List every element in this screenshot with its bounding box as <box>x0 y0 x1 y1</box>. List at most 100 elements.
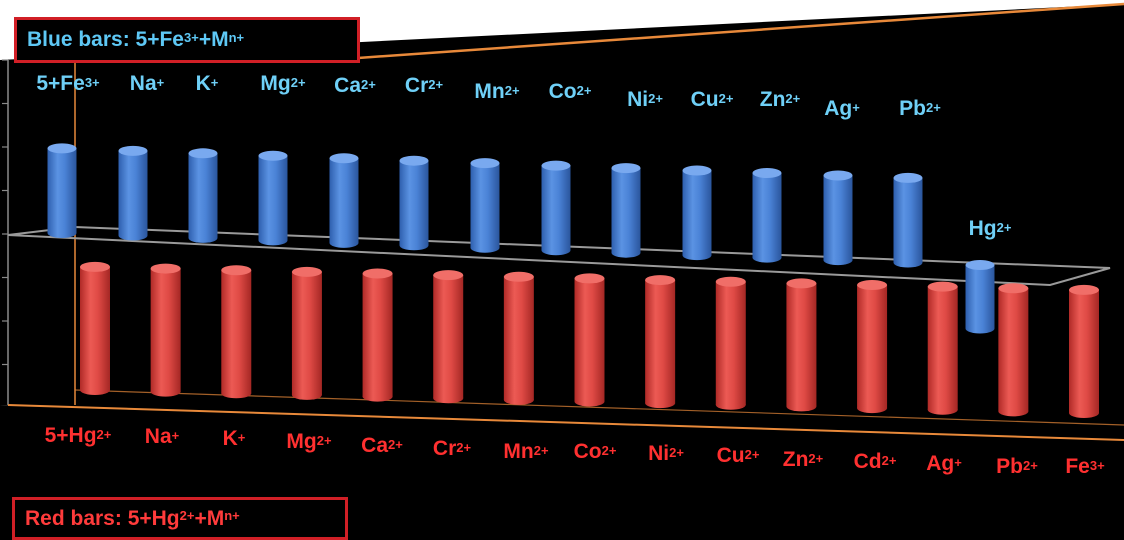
label-base: 5+Hg <box>44 424 97 447</box>
red-bar <box>927 281 958 415</box>
label-base: K <box>195 72 211 95</box>
label-charge: 2+ <box>504 83 520 98</box>
label-charge: 2+ <box>316 433 332 448</box>
label-base: Cu <box>716 444 745 467</box>
red-bar <box>715 276 746 410</box>
red-bar <box>503 271 534 405</box>
red-bar <box>786 278 817 412</box>
red-bar <box>150 263 181 397</box>
blue-bar <box>329 153 359 248</box>
label-base: Cu <box>690 88 719 111</box>
label-base: Ni <box>648 442 670 465</box>
blue-bar <box>399 155 429 251</box>
red-category-label: Ni2+ <box>648 442 684 466</box>
blue-bar <box>118 145 148 241</box>
red-bar <box>645 275 676 409</box>
label-charge: 2+ <box>388 437 403 452</box>
blue-bar <box>541 160 571 256</box>
blue-bars-group <box>47 143 995 334</box>
label-base: Cr <box>404 74 429 97</box>
blue-category-label: Pb2+ <box>899 97 941 121</box>
blue-bar <box>470 158 500 253</box>
red-category-label: K+ <box>223 427 246 451</box>
red-category-label: Cu2+ <box>717 444 760 468</box>
blue-bar <box>47 143 77 238</box>
label-base: Mg <box>260 72 291 95</box>
red-category-label: Co2+ <box>574 440 617 464</box>
blue-bar <box>682 165 712 261</box>
blue-bar <box>752 168 782 263</box>
label-base: Mg <box>286 430 317 453</box>
frame-floor-edge <box>7 404 1124 441</box>
blue-category-label: Ag+ <box>824 97 860 121</box>
legend-red-sup2: n+ <box>224 508 240 523</box>
red-category-label: Ca2+ <box>361 434 403 458</box>
label-base: Mn <box>474 80 505 103</box>
blue-bar <box>893 172 923 268</box>
label-charge: + <box>171 428 180 443</box>
label-charge: 2+ <box>669 445 684 460</box>
label-base: Cd <box>853 450 882 473</box>
label-charge: 2+ <box>96 427 112 442</box>
label-base: Pb <box>996 455 1024 478</box>
label-base: Zn <box>759 88 786 111</box>
red-category-label: Mn2+ <box>503 440 548 464</box>
label-base: K <box>222 427 238 450</box>
blue-category-label: Hg2+ <box>969 217 1012 241</box>
label-charge: + <box>237 430 246 445</box>
legend-red-sup: 2+ <box>179 508 195 523</box>
label-charge: 2+ <box>785 91 801 106</box>
label-base: Hg <box>968 217 997 240</box>
blue-bar <box>823 170 853 266</box>
frame-top-edge <box>357 2 1124 60</box>
label-base: Ni <box>627 88 649 111</box>
label-base: Ag <box>926 452 955 475</box>
legend-blue-bars: Blue bars: 5+Fe 3+ +M n+ <box>14 17 360 63</box>
legend-blue-mid: +M <box>198 28 229 51</box>
label-charge: 2+ <box>808 451 824 466</box>
label-charge: 3+ <box>84 75 100 90</box>
label-charge: 2+ <box>1023 458 1038 473</box>
label-charge: 2+ <box>718 91 734 106</box>
label-base: Na <box>144 425 172 448</box>
label-base: Ca <box>361 434 389 457</box>
blue-category-label: Na+ <box>130 72 164 96</box>
blue-category-label: Ni2+ <box>627 88 663 112</box>
red-category-label: Cr2+ <box>433 437 471 461</box>
legend-blue-sup: 3+ <box>183 29 199 45</box>
blue-category-label: K+ <box>196 72 219 96</box>
red-category-label: Mg2+ <box>286 430 331 454</box>
label-charge: 2+ <box>361 77 376 92</box>
blue-category-label: Cu2+ <box>691 88 734 112</box>
red-bar <box>857 279 888 414</box>
blue-category-label: Ca2+ <box>334 74 376 98</box>
label-charge: + <box>156 75 165 90</box>
red-category-label: Na+ <box>145 425 179 449</box>
blue-category-label: Cr2+ <box>405 74 443 98</box>
label-charge: 2+ <box>881 453 897 468</box>
red-category-label: 5+Hg2+ <box>45 424 112 448</box>
legend-blue-text: Blue bars: 5+Fe <box>27 28 184 51</box>
legend-red-text: Red bars: 5+Hg <box>25 506 180 530</box>
label-charge: + <box>852 100 860 115</box>
label-charge: 2+ <box>996 220 1012 235</box>
label-base: Mn <box>503 440 534 463</box>
red-bar <box>433 270 464 404</box>
label-charge: 2+ <box>926 100 941 115</box>
red-bar <box>1069 284 1099 418</box>
red-bar <box>362 268 393 402</box>
label-charge: + <box>210 75 219 90</box>
label-charge: 2+ <box>601 443 617 458</box>
blue-category-label: Mg2+ <box>260 72 305 96</box>
label-charge: 2+ <box>576 83 592 98</box>
blue-category-label: Mn2+ <box>474 80 519 104</box>
label-base: Co <box>548 80 577 103</box>
label-charge: 2+ <box>648 91 663 106</box>
label-base: Fe <box>1065 455 1090 478</box>
red-category-label: Cd2+ <box>854 450 897 474</box>
label-base: Pb <box>899 97 927 120</box>
label-base: Cr <box>432 437 457 460</box>
label-base: Zn <box>782 448 809 471</box>
label-charge: + <box>954 455 962 470</box>
